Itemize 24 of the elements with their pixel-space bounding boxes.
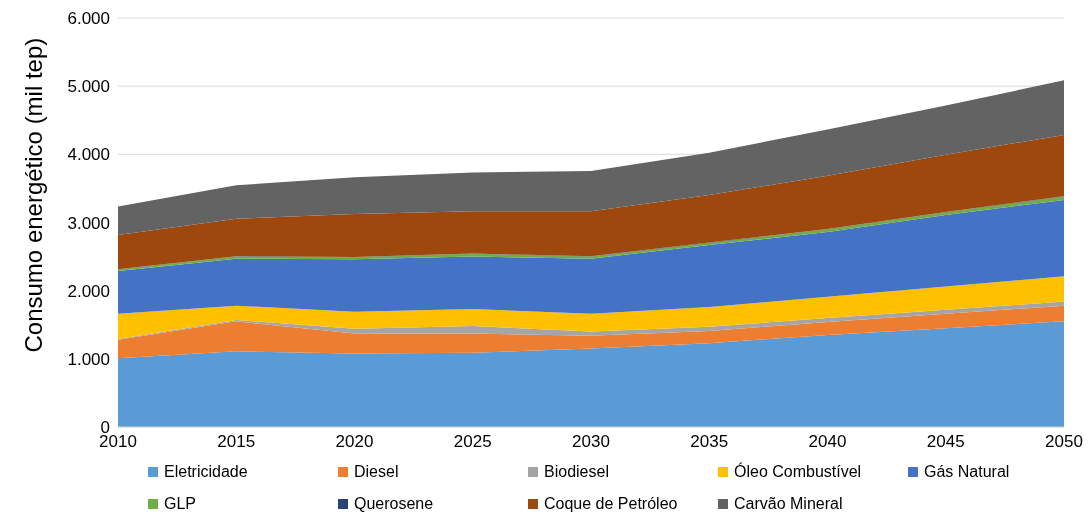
x-tick-label: 2020 <box>335 432 374 452</box>
y-tick-label: 1.000 <box>67 349 110 369</box>
x-tick-label: 2030 <box>572 432 610 452</box>
x-tick-label: 2045 <box>926 432 965 452</box>
x-tick-label: 2050 <box>1045 432 1083 452</box>
legend-label: Carvão Mineral <box>734 495 843 513</box>
x-tick-label: 2040 <box>808 432 847 452</box>
legend-label: Gás Natural <box>924 463 1010 481</box>
x-tick-label: 2015 <box>217 432 256 452</box>
legend-label: Querosene <box>354 495 434 513</box>
y-axis-title: Consumo energético (mil tep) <box>19 37 47 353</box>
legend-label: Biodiesel <box>544 463 609 481</box>
legend-label: GLP <box>164 495 197 513</box>
legend-label: Diesel <box>354 463 399 481</box>
y-tick-label: 3.000 <box>67 213 110 233</box>
x-tick-label: 2025 <box>453 432 492 452</box>
y-tick-label: 2.000 <box>67 281 110 301</box>
legend-label: Eletricidade <box>164 463 248 481</box>
legend-label: Óleo Combustível <box>734 463 862 481</box>
y-tick-label: 5.000 <box>67 77 110 97</box>
y-tick-label: 6.000 <box>67 9 110 29</box>
x-tick-label: 2035 <box>690 432 729 452</box>
y-tick-label: 4.000 <box>67 145 110 165</box>
legend-label: Coque de Petróleo <box>544 495 678 513</box>
